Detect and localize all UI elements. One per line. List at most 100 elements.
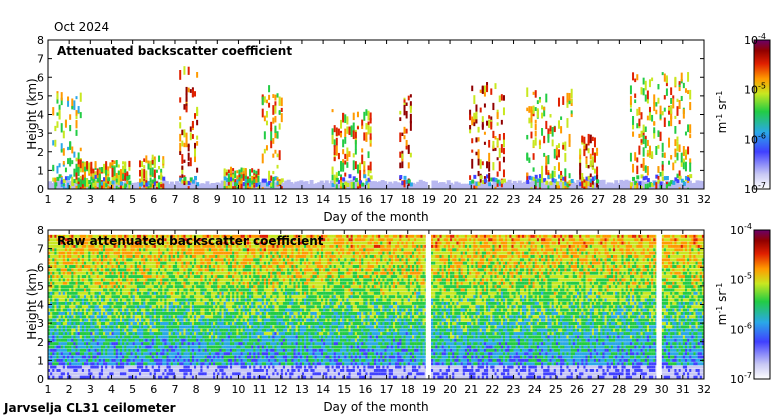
heatmap-cell: [100, 185, 103, 189]
heatmap-cell: [340, 119, 343, 129]
heatmap-cell: [73, 275, 76, 279]
heatmap-cell: [79, 248, 83, 252]
heatmap-cell: [187, 305, 190, 309]
heatmap-cell: [179, 151, 182, 156]
heatmap-cell: [498, 161, 501, 172]
heatmap-cell: [206, 295, 210, 299]
heatmap-cell: [122, 251, 125, 255]
heatmap-cell: [132, 315, 135, 319]
heatmap-cell: [257, 185, 260, 189]
y-tick-label: 3: [37, 127, 44, 140]
heatmap-cell: [196, 106, 199, 116]
heatmap-cell: [678, 187, 681, 189]
heatmap-cell: [122, 281, 125, 285]
heatmap-cell: [69, 372, 72, 376]
heatmap-cell: [274, 149, 277, 154]
heatmap-cell: [632, 124, 635, 130]
heatmap-cell: [132, 322, 135, 326]
heatmap-cell: [60, 181, 65, 189]
heatmap-cell: [117, 362, 121, 366]
heatmap-cell: [208, 362, 212, 366]
heatmap-cell: [105, 261, 108, 265]
heatmap-cell: [90, 375, 93, 379]
heatmap-cell: [638, 181, 642, 186]
heatmap-cell: [128, 318, 131, 322]
heatmap-cell: [124, 315, 127, 319]
heatmap-cell: [145, 352, 148, 356]
heatmap-cell: [160, 335, 163, 339]
heatmap-cell: [136, 355, 140, 359]
heatmap-cell: [86, 301, 89, 305]
heatmap-cell: [52, 261, 55, 265]
heatmap-cell: [149, 305, 152, 309]
heatmap-cell: [100, 325, 104, 329]
heatmap-cell: [502, 156, 505, 163]
heatmap-cell: [100, 355, 104, 359]
heatmap-cell: [69, 238, 72, 242]
heatmap-cell: [149, 315, 152, 319]
heatmap-cell: [196, 278, 199, 282]
heatmap-cell: [168, 234, 171, 238]
heatmap-cell: [147, 335, 150, 339]
heatmap-cell: [119, 254, 123, 258]
heatmap-cell: [48, 241, 51, 245]
heatmap-cell: [145, 186, 148, 189]
heatmap-cell: [591, 156, 594, 166]
heatmap-cell: [238, 177, 242, 182]
heatmap-cell: [60, 254, 63, 258]
heatmap-cell: [164, 348, 167, 352]
heatmap-cell: [340, 182, 344, 187]
heatmap-cell: [202, 368, 205, 372]
heatmap-cell: [145, 278, 148, 282]
heatmap-cell: [538, 187, 541, 189]
heatmap-cell: [119, 358, 123, 362]
heatmap-cell: [570, 99, 573, 104]
heatmap-cell: [401, 157, 404, 162]
heatmap-cell: [128, 352, 131, 356]
heatmap-cell: [229, 177, 233, 182]
heatmap-cell: [160, 281, 163, 285]
heatmap-cell: [109, 358, 112, 362]
heatmap-cell: [170, 345, 174, 349]
heatmap-cell: [48, 248, 51, 252]
heatmap-cell: [168, 254, 171, 258]
x-tick-label: 15: [337, 193, 351, 206]
heatmap-cell: [107, 254, 110, 258]
heatmap-cell: [88, 368, 91, 372]
heatmap-cell: [646, 90, 649, 100]
heatmap-cell: [98, 251, 102, 255]
heatmap-cell: [640, 87, 643, 95]
heatmap-cell: [198, 332, 201, 336]
heatmap-cell: [160, 168, 163, 174]
heatmap-cell: [105, 368, 108, 372]
heatmap-cell: [79, 348, 83, 352]
heatmap-cell: [153, 248, 157, 252]
heatmap-cell: [187, 332, 190, 336]
heatmap-cell: [67, 251, 70, 255]
heatmap-cell: [604, 184, 609, 189]
heatmap-cell: [390, 183, 395, 189]
heatmap-cell: [83, 275, 87, 279]
heatmap-cell: [665, 88, 668, 96]
heatmap-cell: [194, 315, 197, 319]
heatmap-cell: [122, 318, 125, 322]
heatmap-cell: [194, 332, 197, 336]
heatmap-cell: [223, 176, 227, 181]
heatmap-cell: [145, 298, 148, 302]
heatmap-cell: [204, 251, 207, 255]
heatmap-cell: [136, 238, 140, 242]
heatmap-cell: [651, 151, 654, 159]
heatmap-cell: [183, 268, 186, 272]
heatmap-cell: [367, 177, 371, 182]
heatmap-cell: [661, 142, 664, 152]
heatmap-cell: [158, 308, 161, 312]
heatmap-cell: [179, 345, 182, 349]
heatmap-cell: [94, 258, 97, 262]
heatmap-cell: [94, 328, 97, 332]
heatmap-cell: [62, 328, 66, 332]
heatmap-cell: [183, 365, 186, 369]
heatmap-cell: [585, 180, 588, 189]
x-axis-label: Day of the month: [323, 210, 428, 224]
heatmap-cell: [194, 238, 197, 242]
heatmap-cell: [103, 258, 106, 262]
